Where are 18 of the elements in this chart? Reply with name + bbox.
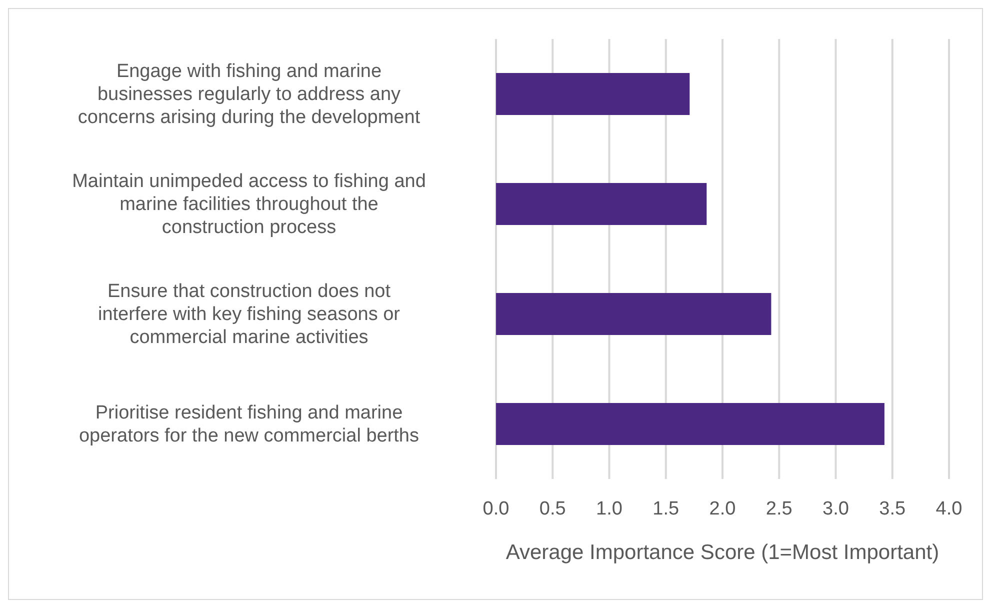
y-tick-label: Engage with fishing and marine businesses regularly to address any concerns arising during the development bbox=[78, 60, 421, 128]
x-tick-label: 3.5 bbox=[879, 498, 906, 520]
y-tick-label: Prioritise resident fishing and marine operators for the new commercial berths bbox=[78, 402, 420, 446]
bar bbox=[496, 293, 772, 335]
bar bbox=[496, 183, 707, 225]
x-tick-label: 3.0 bbox=[822, 498, 849, 520]
x-tick-label: 1.0 bbox=[596, 498, 622, 520]
x-tick-label: 2.5 bbox=[766, 498, 792, 520]
bar bbox=[496, 73, 690, 115]
x-tick-label: 0.0 bbox=[482, 498, 510, 520]
x-axis-title: Average Importance Score (1=Most Important) bbox=[506, 541, 940, 564]
x-tick-label: 2.0 bbox=[709, 498, 736, 520]
x-tick-label: 0.5 bbox=[539, 498, 566, 520]
bar bbox=[496, 403, 884, 445]
y-tick-label: Ensure that construction does not interfere with key fishing seasons or commercial marine activities bbox=[98, 280, 401, 348]
y-tick-label: Maintain unimpeded access to fishing and marine facilities throughout the construction process bbox=[72, 170, 426, 238]
x-tick-label: 1.5 bbox=[652, 498, 680, 520]
x-tick-label: 4.0 bbox=[936, 498, 962, 520]
